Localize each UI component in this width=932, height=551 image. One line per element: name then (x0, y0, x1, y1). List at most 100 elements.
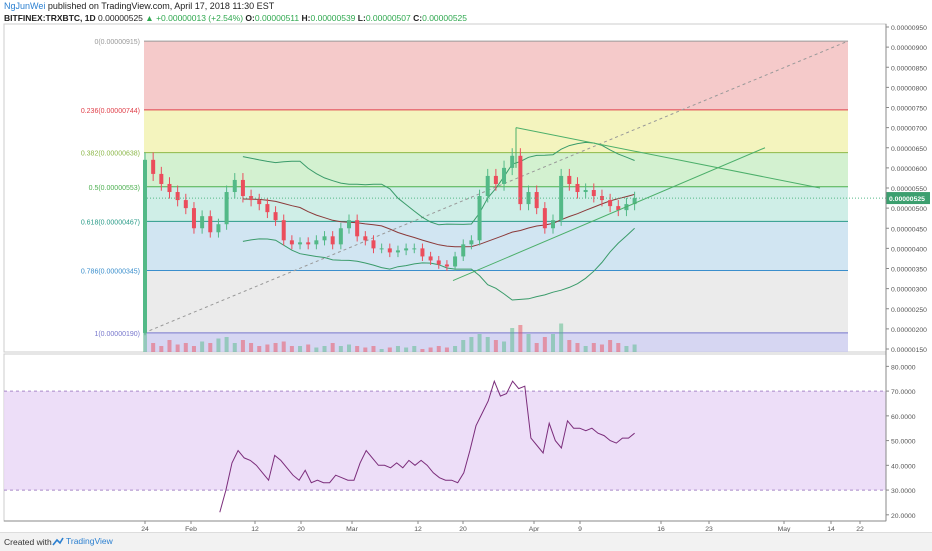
price-tick-label: 0.00000300 (891, 287, 927, 294)
candle-body (159, 173, 164, 184)
candle-body (485, 175, 490, 197)
open-value: 0.00000511 (254, 13, 300, 23)
candle-body (175, 192, 180, 201)
candle-body (404, 248, 409, 251)
publish-info: NgJunWei published on TradingView.com, A… (4, 1, 274, 11)
candle-body (314, 240, 319, 245)
fib-zone (144, 270, 848, 333)
volume-bar (257, 346, 262, 352)
rsi-tick-label: 50.0000 (891, 439, 916, 446)
volume-bar (526, 334, 531, 352)
candle-body (444, 264, 449, 267)
volume-bar (330, 343, 335, 352)
low-label: L: (357, 13, 366, 23)
volume-bar (240, 340, 245, 352)
rsi-line (219, 379, 635, 513)
volume-bar (616, 343, 621, 352)
rsi-tick-label: 70.0000 (891, 389, 916, 396)
high-value: 0.00000539 (310, 13, 356, 23)
price-tick-label: 0.00000250 (891, 307, 927, 314)
candle-body (216, 224, 221, 233)
volume-bar (379, 349, 384, 352)
volume-bar (314, 347, 319, 352)
candle-body (249, 196, 254, 201)
candle-body (493, 175, 498, 184)
volume-bar (534, 343, 539, 352)
candle-body (575, 183, 580, 193)
fib-zone (144, 41, 848, 110)
candle-body (412, 248, 417, 250)
candle-body (591, 190, 596, 197)
tradingview-icon (52, 537, 64, 546)
volume-bar (143, 323, 147, 352)
candle-body (208, 216, 213, 233)
time-tick-label: 24 (141, 526, 149, 532)
close-value: 0.00000525 (422, 13, 468, 23)
fib-zone (144, 186, 848, 222)
volume-bar (224, 337, 229, 352)
volume-bar (175, 344, 180, 352)
volume-bar (591, 343, 596, 352)
candle-body (469, 240, 474, 245)
candle-body (265, 204, 270, 213)
volume-bar (420, 349, 425, 352)
volume-bar (502, 341, 507, 352)
tradingview-brand: TradingView (66, 536, 113, 546)
rsi-tick-label: 80.0000 (891, 364, 916, 371)
time-tick-label: Mar (346, 526, 358, 532)
fib-zone (144, 109, 848, 153)
symbol-label[interactable]: BITFINEX:TRXBTC, 1D (4, 13, 96, 23)
candle-body (551, 220, 555, 229)
time-tick-label: 9 (578, 526, 582, 532)
volume-bar (575, 343, 580, 352)
time-tick-label: 20 (297, 526, 305, 532)
volume-bar (191, 346, 196, 352)
volume-bar (493, 340, 498, 352)
volume-bar (289, 346, 294, 352)
time-tick-label: 12 (251, 526, 259, 532)
price-tick-label: 0.00000750 (891, 106, 927, 113)
time-tick-label: Apr (529, 526, 540, 532)
price-tick-label: 0.00000950 (891, 25, 927, 32)
volume-bar (371, 346, 376, 352)
candle-body (616, 206, 621, 211)
volume-bar (183, 343, 188, 352)
fib-zone (144, 221, 848, 271)
bollinger-upper (242, 141, 635, 226)
price-change: ▲ +0.00000013 (+2.54%) (145, 13, 244, 23)
candle-body (224, 192, 229, 225)
volume-bar (232, 343, 237, 352)
low-value: 0.00000507 (365, 13, 411, 23)
candle-body (298, 242, 303, 245)
candle-body (330, 236, 335, 245)
rsi-tick-label: 20.0000 (891, 513, 916, 520)
volume-bar (338, 346, 343, 352)
candle-body (599, 196, 604, 201)
candle-body (240, 179, 245, 197)
volume-bar (281, 341, 286, 352)
fib-level-label: 0.618(0.00000467) (81, 219, 140, 226)
price-chart[interactable]: 0(0.00000915) 0.236(0.00000744) 0.382(0.00… (0, 0, 932, 532)
volume-bar (298, 346, 303, 352)
volume-bar (469, 337, 474, 352)
price-tick-label: 0.00000600 (891, 166, 927, 173)
volume-bar (363, 347, 368, 352)
volume-bar (542, 337, 547, 352)
candle-body (583, 190, 588, 193)
volume-bar (404, 347, 409, 352)
tradingview-logo[interactable]: TradingView (52, 536, 113, 546)
candle-body (428, 256, 433, 261)
price-tick-label: 0.00000550 (891, 186, 927, 193)
author-link[interactable]: NgJunWei (4, 1, 46, 11)
rsi-band (4, 391, 886, 491)
candle-body (608, 200, 613, 207)
candle-body (371, 240, 376, 249)
candle-body (379, 248, 384, 250)
time-tick-label: 20 (459, 526, 467, 532)
volume-bar (583, 346, 588, 352)
rsi-tick-label: 40.0000 (891, 463, 916, 470)
time-tick-label: 12 (414, 526, 422, 532)
volume-bar (428, 347, 433, 352)
volume-bar (477, 334, 482, 352)
candle-body (567, 175, 572, 184)
